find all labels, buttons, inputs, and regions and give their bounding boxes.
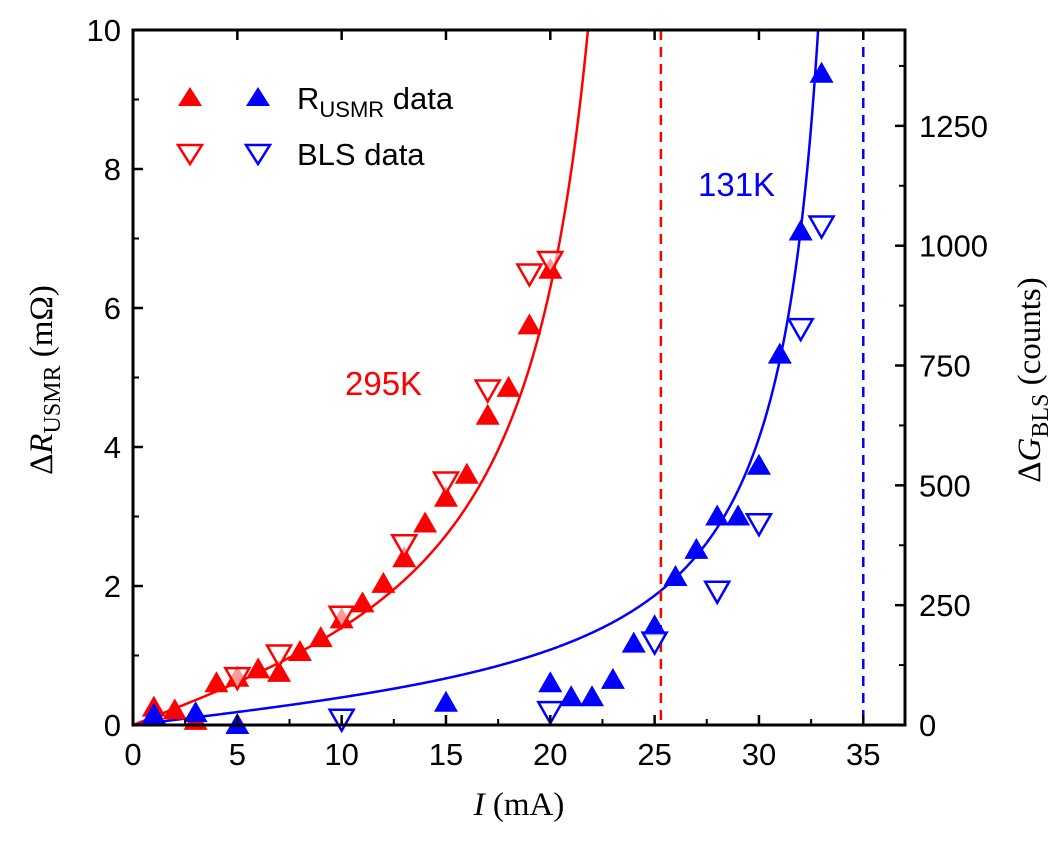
annotation-131k: 131K (698, 166, 775, 203)
y-right-title-prefix: Δ (1012, 462, 1048, 483)
data-point-bls (536, 250, 565, 276)
data-point-bls (786, 317, 815, 343)
legend-marker-red-down (175, 143, 205, 167)
x-axis-title-italic: I (473, 787, 487, 823)
fit-curve-red (133, 30, 590, 725)
data-point-usmr (746, 453, 771, 475)
legend-rusmr-sub: USMR (319, 97, 384, 122)
data-point-bls (640, 631, 669, 657)
data-point-usmr (621, 631, 646, 653)
data-point-bls (515, 263, 544, 289)
data-point-usmr (433, 690, 458, 712)
x-axis-title-unit: (mA) (485, 787, 565, 823)
y-left-tick-label: 4 (104, 430, 121, 465)
data-point-usmr (267, 660, 292, 682)
x-tick-label: 10 (324, 737, 358, 772)
data-point-bls (223, 666, 252, 692)
y-left-title-prefix: Δ (24, 454, 60, 475)
x-axis-title: I (mA) (473, 787, 565, 823)
data-point-usmr (308, 626, 333, 648)
legend: RUSMR data BLS data (175, 81, 454, 172)
y-right-title-italic: G (1012, 438, 1048, 462)
data-point-bls (536, 700, 565, 726)
y-left-tick-label: 6 (104, 291, 121, 326)
data-point-usmr (162, 698, 187, 720)
x-tick-label: 0 (124, 737, 141, 772)
data-point-usmr (642, 614, 667, 636)
data-point-usmr (413, 511, 438, 533)
y-right-tick-label: 1250 (919, 109, 988, 144)
x-tick-label: 25 (637, 737, 671, 772)
data-point-bls (807, 215, 836, 241)
data-point-usmr (287, 640, 312, 662)
x-tick-label: 30 (742, 737, 776, 772)
data-point-usmr (475, 403, 500, 425)
y-right-axis-title: ΔGBLS (counts) (1012, 277, 1054, 482)
legend-marker-red-up (178, 87, 202, 106)
data-point-usmr (433, 485, 458, 507)
y-right-tick-label: 250 (919, 588, 971, 623)
annotation-295k: 295K (345, 365, 422, 402)
y-right-tick-label: 500 (919, 468, 971, 503)
y-left-axis-title: ΔRUSMR (mΩ) (24, 285, 66, 475)
data-point-usmr (788, 219, 813, 241)
y-left-tick-label: 10 (87, 13, 121, 48)
legend-rusmr-main: R (297, 81, 319, 116)
data-point-usmr (454, 462, 479, 484)
data-point-usmr (767, 342, 792, 364)
y-right-tick-label: 0 (919, 708, 936, 743)
data-point-usmr (559, 685, 584, 707)
data-point-usmr (350, 591, 375, 613)
data-point-usmr (371, 571, 396, 593)
y-right-title-sub: BLS (1028, 394, 1054, 438)
y-left-title-sub: USMR (40, 365, 66, 433)
data-point-usmr (705, 504, 730, 526)
data-point-bls (327, 605, 356, 631)
x-tick-label: 20 (533, 737, 567, 772)
y-right-tick-label: 750 (919, 349, 971, 384)
data-point-usmr (183, 701, 208, 723)
data-point-bls (473, 379, 502, 405)
data-point-usmr (538, 671, 563, 693)
data-point-usmr (580, 685, 605, 707)
data-point-bls (744, 512, 774, 538)
data-point-usmr (204, 671, 229, 693)
data-point-usmr (517, 313, 542, 335)
y-left-title-unit: (mΩ) (24, 285, 60, 365)
y-right-title-unit: (counts) (1012, 277, 1048, 393)
data-point-bls (390, 534, 419, 559)
y-left-tick-label: 0 (104, 708, 121, 743)
legend-rusmr-rest: data (384, 81, 454, 116)
plot-frame (131, 28, 907, 727)
data-point-bls (703, 580, 732, 606)
data-point-usmr (600, 667, 625, 689)
x-tick-label: 15 (429, 737, 463, 772)
legend-marker-blue-up (246, 87, 270, 106)
legend-entry-rusmr: RUSMR data (297, 81, 454, 122)
data-point-usmr (684, 537, 709, 559)
x-tick-label: 35 (846, 737, 880, 772)
legend-marker-blue-down (243, 143, 273, 167)
data-point-usmr (496, 375, 521, 397)
y-left-tick-label: 2 (104, 569, 121, 604)
x-tick-label: 5 (229, 737, 246, 772)
fit-curve-blue (133, 30, 820, 725)
y-left-tick-label: 8 (104, 152, 121, 187)
y-right-tick-label: 1000 (919, 229, 988, 264)
data-point-usmr (726, 504, 751, 526)
data-point-usmr (246, 657, 271, 679)
data-point-bls (431, 471, 461, 497)
legend-entry-bls: BLS data (297, 137, 425, 172)
data-point-bls (264, 644, 294, 670)
data-point-usmr (141, 702, 166, 724)
y-left-title-italic: R (24, 434, 60, 455)
data-point-usmr (663, 564, 688, 586)
data-point-usmr (809, 61, 834, 83)
